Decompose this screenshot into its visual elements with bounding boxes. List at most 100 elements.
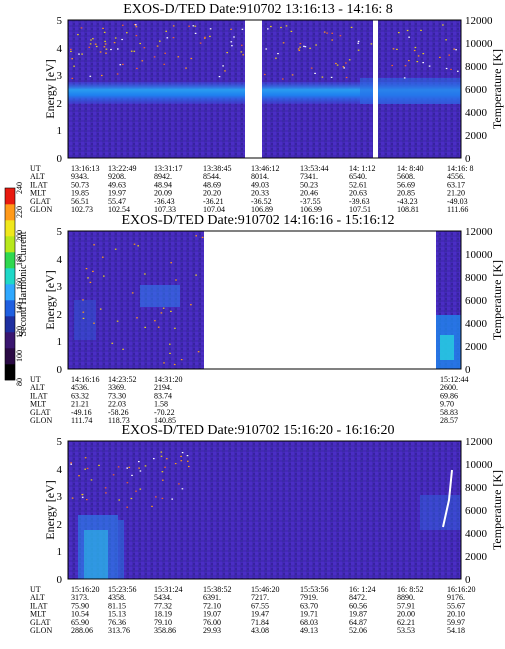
ephemeris-value: 71.84 xyxy=(251,618,269,627)
speckle-dot xyxy=(86,467,89,469)
speckle-dot xyxy=(422,53,425,55)
ephemeris-value: 65.90 xyxy=(71,618,89,627)
speckle-dot xyxy=(267,28,269,30)
panel-3-y2tick-0: 0 xyxy=(465,574,471,586)
speckle-dot xyxy=(128,466,131,468)
speckle-dot xyxy=(170,310,172,312)
speckle-dot xyxy=(224,70,226,72)
ephemeris-value: 18.19 xyxy=(154,610,172,619)
speckle-dot xyxy=(122,63,124,65)
panel-3-y2label: Temperature [K] xyxy=(490,470,504,550)
ephemeris-value: 62.21 xyxy=(397,618,415,627)
ephemeris-value: 73.30 xyxy=(108,391,126,400)
colorbar-tick: 140 xyxy=(15,302,24,314)
speckle-dot xyxy=(93,244,95,246)
panel-2: EXOS-D/TED Date:910702 14:16:16 - 15:16:… xyxy=(30,213,504,425)
colorbar-tick: 200 xyxy=(15,230,24,242)
ephemeris-value: 107.51 xyxy=(349,205,371,214)
colorbar-label: Second Harmonic Current xyxy=(18,231,29,336)
ephemeris-value: 58.83 xyxy=(440,408,458,417)
speckle-dot xyxy=(195,235,197,237)
ephemeris-value: 9.70 xyxy=(440,400,454,409)
panel-3-patch-2 xyxy=(84,530,108,579)
speckle-dot xyxy=(326,32,328,34)
speckle-dot xyxy=(345,76,348,79)
ephemeris-value: 8014. xyxy=(251,172,269,181)
speckle-dot xyxy=(197,351,200,353)
ephemeris-value: 21.20 xyxy=(447,189,465,198)
colorbar-tick: 220 xyxy=(15,206,24,218)
colorbar-swatch xyxy=(5,268,15,285)
ephemeris-label: GLON xyxy=(30,416,52,425)
speckle-dot xyxy=(126,32,128,34)
panel-2-title: EXOS-D/TED Date:910702 14:16:16 - 15:16:… xyxy=(122,213,395,228)
speckle-dot xyxy=(77,34,79,36)
ephemeris-value: 76.00 xyxy=(203,618,221,627)
ephemeris-value: 9176. xyxy=(447,593,465,602)
speckle-dot xyxy=(71,77,74,79)
speckle-dot xyxy=(290,30,293,32)
speckle-dot xyxy=(180,455,182,457)
speckle-dot xyxy=(185,67,187,69)
speckle-dot xyxy=(428,65,431,67)
speckle-dot xyxy=(403,77,406,79)
ephemeris-value: 4556. xyxy=(447,172,465,181)
panel-1-frame xyxy=(67,19,462,159)
ephemeris-value: 20.09 xyxy=(154,189,172,198)
speckle-dot xyxy=(413,49,416,52)
panel-3-title: EXOS-D/TED Date:910702 15:16:20 - 16:16:… xyxy=(122,423,395,438)
speckle-dot xyxy=(188,465,190,468)
ephemeris-value: 5434. xyxy=(154,593,172,602)
ephemeris-label: ILAT xyxy=(30,180,47,189)
speckle-dot xyxy=(85,268,88,270)
speckle-dot xyxy=(144,326,146,328)
panel-2-y2tick-0: 0 xyxy=(465,364,471,376)
speckle-dot xyxy=(153,458,155,460)
ephemeris-value: 53.53 xyxy=(397,626,415,635)
speckle-dot xyxy=(70,463,72,465)
speckle-dot xyxy=(357,49,360,51)
speckle-dot xyxy=(195,274,197,276)
speckle-dot xyxy=(99,51,102,53)
ephemeris-value: 15:46:20 xyxy=(251,585,279,594)
ephemeris-label: MLT xyxy=(30,189,46,198)
speckle-dot xyxy=(330,76,333,78)
speckle-dot xyxy=(406,29,409,32)
panel-1-plot xyxy=(68,20,461,158)
speckle-dot xyxy=(135,35,138,37)
panel-3-y2tick-5: 10000 xyxy=(465,459,493,471)
colorbar-tick: 240 xyxy=(15,182,24,194)
speckle-dot xyxy=(117,466,120,468)
speckle-dot xyxy=(118,499,120,501)
speckle-dot xyxy=(310,67,313,69)
colorbar-swatch xyxy=(5,332,15,349)
speckle-dot xyxy=(169,343,171,345)
panel-1-y2tick-3: 6000 xyxy=(465,84,488,96)
colorbar-tick: 160 xyxy=(15,278,24,290)
speckle-dot xyxy=(163,63,165,65)
speckle-dot xyxy=(135,24,137,26)
speckle-dot xyxy=(277,53,279,55)
speckle-dot xyxy=(204,37,206,39)
speckle-dot xyxy=(139,470,142,472)
speckle-dot xyxy=(116,73,119,75)
speckle-dot xyxy=(103,275,105,277)
panel-2-patch-4 xyxy=(440,335,454,360)
panel-1-ytick-4: 4 xyxy=(57,43,63,55)
speckle-dot xyxy=(71,497,74,499)
ephemeris-value: -70.22 xyxy=(154,408,175,417)
speckle-dot xyxy=(86,499,88,501)
speckle-dot xyxy=(139,488,142,490)
speckle-dot xyxy=(218,76,221,78)
ephemeris-value: 48.94 xyxy=(154,180,172,189)
ephemeris-value: 14: 8:40 xyxy=(397,164,423,173)
panel-2-ytick-1: 1 xyxy=(57,336,63,348)
ephemeris-value: -36.52 xyxy=(251,197,272,206)
ephemeris-value: 19.97 xyxy=(108,189,126,198)
speckle-dot xyxy=(331,32,333,34)
speckle-dot xyxy=(87,277,89,279)
speckle-dot xyxy=(138,461,140,463)
speckle-dot xyxy=(172,37,175,39)
panel-2-y2tick-1: 2000 xyxy=(465,341,488,353)
ephemeris-value: 10.54 xyxy=(71,610,89,619)
